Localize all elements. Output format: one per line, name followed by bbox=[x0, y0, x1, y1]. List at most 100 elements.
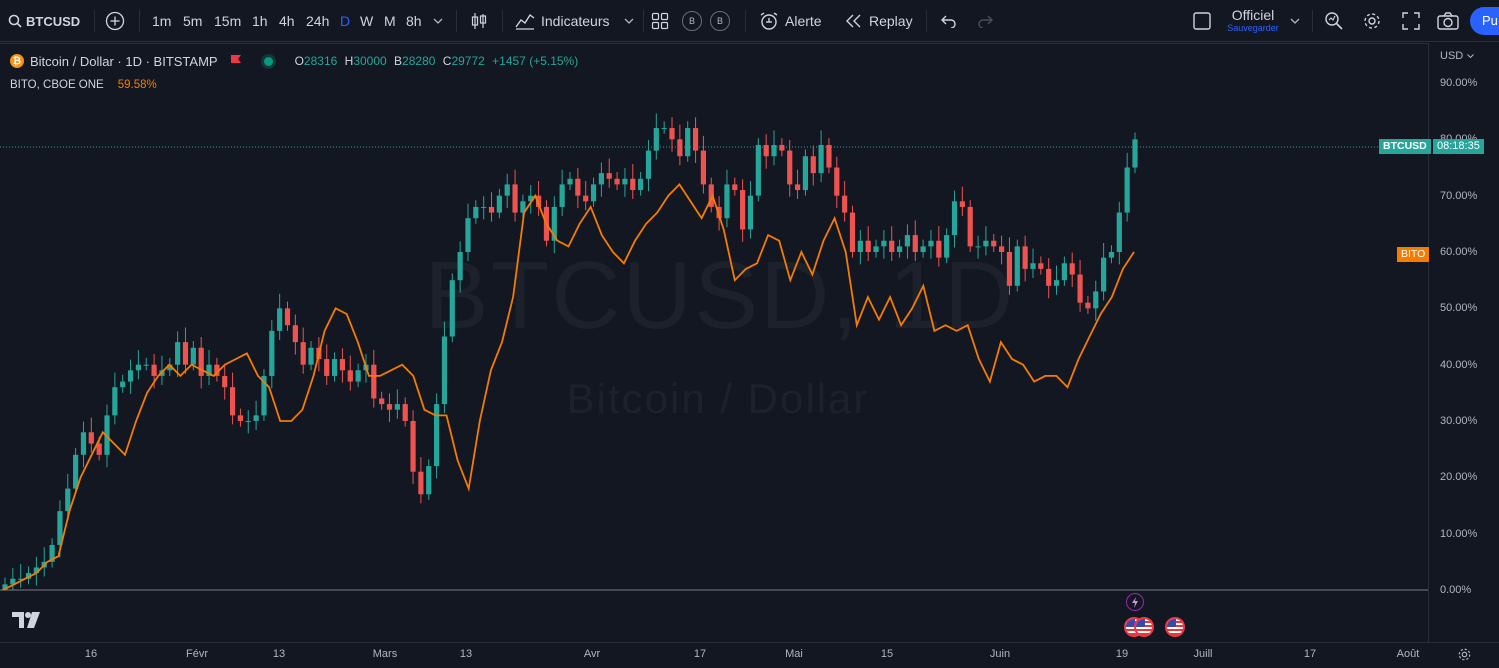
undo-button[interactable] bbox=[939, 0, 957, 42]
candle-body bbox=[1069, 263, 1075, 275]
interval-4h[interactable]: 4h bbox=[279, 0, 295, 42]
candle-body bbox=[1124, 167, 1130, 213]
tradingview-logo-icon[interactable] bbox=[12, 610, 44, 635]
interval-d[interactable]: D bbox=[340, 0, 350, 42]
compare-symbol-button[interactable] bbox=[105, 0, 125, 42]
time-axis[interactable] bbox=[0, 642, 1499, 668]
price-axis[interactable] bbox=[1428, 43, 1499, 642]
quick-search-button[interactable] bbox=[1324, 0, 1344, 42]
time-axis-settings-button[interactable] bbox=[1457, 647, 1472, 667]
candle-body bbox=[386, 404, 393, 410]
toolbar-divider bbox=[1312, 10, 1313, 32]
interval-1m[interactable]: 1m bbox=[152, 0, 171, 42]
flag-icon[interactable] bbox=[230, 54, 242, 69]
us-flag-event-icon[interactable] bbox=[1165, 617, 1185, 637]
time-tick-label: Juill bbox=[1193, 648, 1213, 660]
interval-label: 24h bbox=[306, 13, 330, 29]
indicators-button[interactable]: Indicateurs bbox=[515, 0, 609, 42]
candle-body bbox=[1038, 263, 1044, 269]
candle-body bbox=[692, 128, 699, 151]
candle-body bbox=[355, 370, 361, 382]
alert-button[interactable]: Alerte bbox=[759, 0, 822, 42]
candle-body bbox=[708, 184, 714, 207]
strategy-badge-2[interactable]: B bbox=[710, 0, 730, 42]
candle-body bbox=[371, 364, 377, 399]
candle-body bbox=[826, 144, 832, 168]
indicators-dropdown[interactable] bbox=[624, 0, 634, 42]
templates-button[interactable] bbox=[651, 0, 669, 42]
candle-body bbox=[889, 240, 895, 252]
interval-5m[interactable]: 5m bbox=[183, 0, 202, 42]
candle-body bbox=[677, 139, 683, 157]
us-flag-event-icon[interactable] bbox=[1134, 617, 1154, 637]
layout-toggle[interactable] bbox=[1192, 0, 1212, 42]
price-chart[interactable] bbox=[0, 43, 1428, 642]
candle-body bbox=[794, 184, 801, 191]
candle-body bbox=[284, 308, 291, 326]
interval-label: 1h bbox=[252, 13, 268, 29]
interval-1h[interactable]: 1h bbox=[252, 0, 268, 42]
snapshot-button[interactable] bbox=[1437, 0, 1459, 42]
candle-body bbox=[473, 206, 479, 219]
candle-body bbox=[394, 404, 400, 410]
candle-body bbox=[991, 240, 997, 247]
candle-body bbox=[1132, 139, 1138, 168]
time-tick-label: 13 bbox=[272, 648, 286, 660]
interval-15m[interactable]: 15m bbox=[214, 0, 241, 42]
chart-pane[interactable] bbox=[0, 43, 1428, 642]
time-tick-label: 17 bbox=[1303, 648, 1317, 660]
strategy-badge-1[interactable]: B bbox=[682, 0, 702, 42]
interval-m[interactable]: M bbox=[384, 0, 396, 42]
price-tick-label: 20.00% bbox=[1440, 471, 1478, 484]
redo-button[interactable] bbox=[977, 0, 995, 42]
candle-body bbox=[418, 471, 424, 495]
event-lightning-icon[interactable] bbox=[1126, 593, 1144, 611]
publish-label: Pu bbox=[1470, 7, 1499, 35]
candle-body bbox=[441, 336, 448, 405]
currency-selector[interactable]: USD bbox=[1440, 46, 1475, 66]
price-tick-label: 70.00% bbox=[1440, 189, 1478, 202]
candle-body bbox=[167, 364, 173, 371]
alert-label: Alerte bbox=[785, 13, 822, 29]
replay-button[interactable]: Replay bbox=[845, 0, 913, 42]
price-tick-label: 40.00% bbox=[1440, 358, 1478, 371]
candle-body bbox=[944, 235, 950, 258]
interval-w[interactable]: W bbox=[360, 0, 373, 42]
interval-label: D bbox=[340, 13, 351, 29]
high-label: H bbox=[344, 54, 354, 68]
candle-body bbox=[857, 240, 863, 252]
layout-name-button[interactable]: Officiel Sauvegarder bbox=[1224, 0, 1282, 42]
publish-button[interactable]: Pu bbox=[1470, 0, 1499, 42]
toolbar-divider bbox=[745, 10, 746, 32]
fullscreen-button[interactable] bbox=[1402, 0, 1420, 42]
candle-body bbox=[120, 381, 126, 388]
compare-series-legend[interactable]: BITO, CBOE ONE 59.58% bbox=[10, 77, 157, 93]
open-value: 28316 bbox=[303, 54, 338, 68]
rewind-icon bbox=[845, 14, 863, 28]
candle-body bbox=[229, 387, 236, 416]
candle-body bbox=[104, 415, 110, 455]
symbol-search[interactable]: BTCUSD bbox=[8, 0, 80, 42]
candle-body bbox=[151, 364, 157, 376]
series-title[interactable]: Bitcoin / Dollar · 1D · BITSTAMP bbox=[30, 53, 218, 69]
candle-body bbox=[700, 150, 707, 185]
top-toolbar: BTCUSD 1m 5m 15m 1h 4h 24h D W M 8h Indi… bbox=[0, 0, 1499, 42]
candle-body bbox=[771, 144, 777, 157]
indicators-label: Indicateurs bbox=[541, 13, 610, 29]
candle-body bbox=[661, 128, 667, 130]
grid-layout-icon bbox=[651, 12, 669, 30]
layout-dropdown[interactable] bbox=[1290, 0, 1300, 42]
chart-type-button[interactable] bbox=[469, 0, 489, 42]
settings-button[interactable] bbox=[1362, 0, 1382, 42]
interval-dropdown[interactable] bbox=[433, 0, 443, 42]
interval-24h[interactable]: 24h bbox=[306, 0, 329, 42]
interval-8h[interactable]: 8h bbox=[406, 0, 422, 42]
candle-body bbox=[622, 178, 628, 185]
candle-body bbox=[504, 184, 510, 196]
gear-icon bbox=[1362, 11, 1382, 31]
market-status-icon[interactable] bbox=[263, 56, 273, 66]
candle-body bbox=[920, 246, 926, 252]
candle-body bbox=[33, 567, 39, 574]
candle-body bbox=[755, 144, 761, 196]
candle-body bbox=[331, 359, 338, 376]
